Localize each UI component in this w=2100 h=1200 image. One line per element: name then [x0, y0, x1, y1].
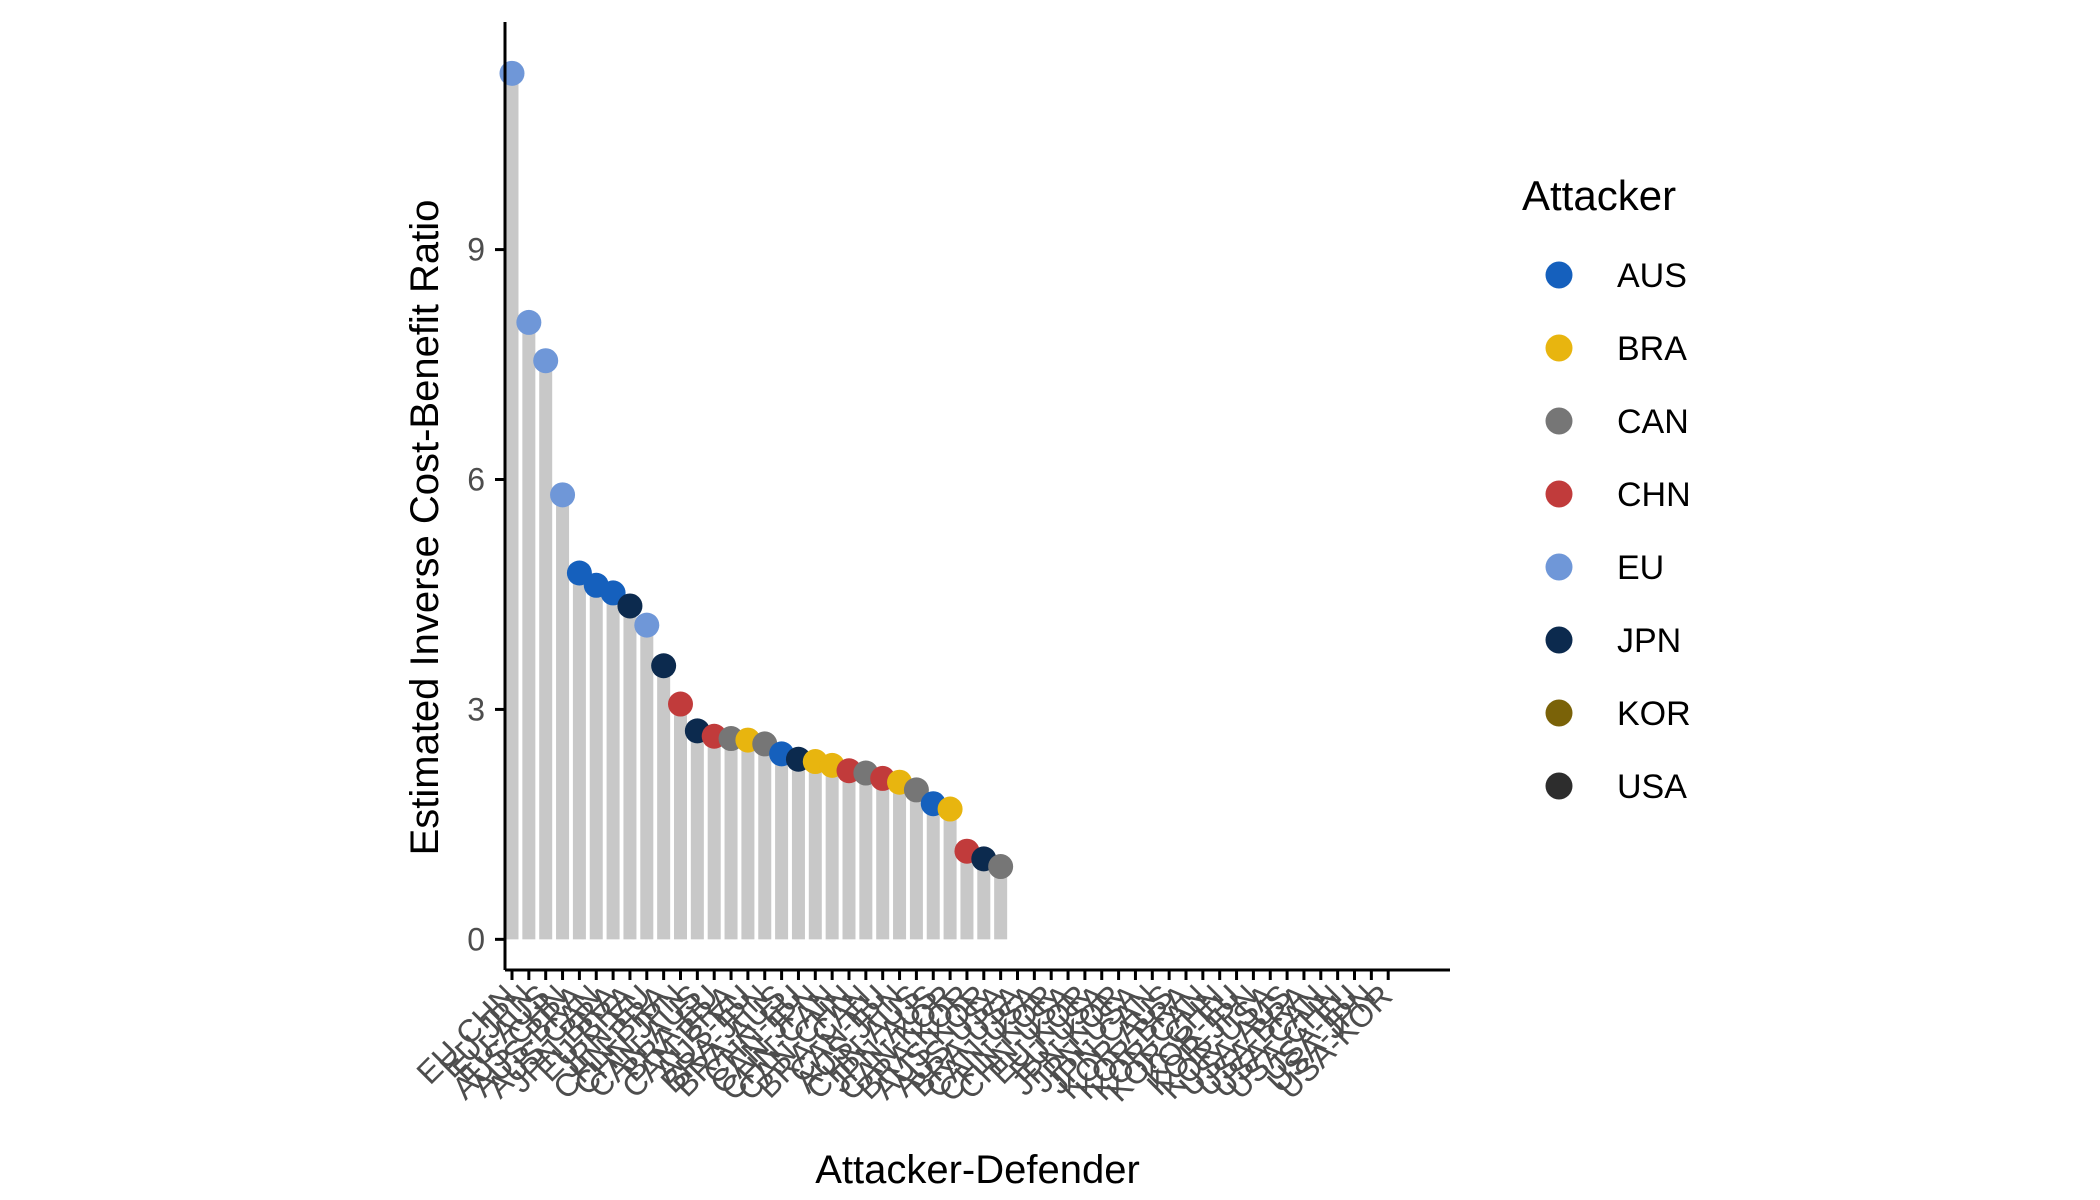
lollipop-stem: [724, 738, 738, 940]
lollipop-stem: [707, 736, 721, 940]
legend-key: [1545, 553, 1573, 581]
legend-label: CHN: [1617, 476, 1691, 514]
legend-title: Attacker: [1522, 172, 1676, 219]
lollipop-point: [651, 653, 677, 679]
y-tick-label: 6: [467, 462, 485, 498]
lollipop-stem: [977, 858, 991, 940]
lollipop-point: [617, 593, 643, 619]
legend-label: KOR: [1617, 695, 1691, 733]
lollipop-stem: [808, 761, 822, 940]
legend: Attacker AUS BRA CAN CHN EU JPN KOR USA: [1522, 172, 1691, 806]
lollipop-point: [600, 580, 626, 606]
lollipop-stem: [690, 730, 704, 940]
lollipop-stem: [505, 73, 519, 940]
lollipop-stem: [589, 585, 603, 940]
lollipop-stem: [539, 360, 553, 940]
legend-key: [1545, 626, 1573, 654]
lollipop-stems: [505, 73, 1008, 940]
legend-label: BRA: [1617, 330, 1687, 368]
lollipop-stem: [606, 592, 620, 940]
legend-key: [1545, 261, 1573, 289]
lollipop-stem: [775, 753, 789, 940]
lollipop-point: [988, 854, 1014, 880]
legend-key: [1545, 334, 1573, 362]
y-tick-label: 0: [467, 921, 485, 957]
lollipop-stem: [791, 759, 805, 940]
lollipop-stem: [741, 740, 755, 940]
lollipop-point: [499, 60, 525, 86]
legend-key: [1545, 772, 1573, 800]
lollipop-stem: [657, 665, 671, 940]
lollipop-stem: [909, 789, 923, 940]
lollipop-stem: [758, 743, 772, 940]
lollipop-stem: [556, 494, 570, 940]
y-tick-label: 3: [467, 691, 485, 727]
lollipop-point: [937, 796, 963, 822]
lollipop-stem: [893, 782, 907, 940]
legend-label: JPN: [1617, 622, 1681, 660]
legend-key: [1545, 407, 1573, 435]
lollipop-stem: [674, 704, 687, 940]
y-axis-ticks: 0 3 6 9: [467, 232, 505, 957]
lollipop-point: [903, 777, 929, 803]
lollipop-stem: [943, 809, 957, 940]
lollipop-point: [634, 612, 660, 638]
lollipop-stem: [825, 765, 839, 940]
lollipop-stem: [640, 625, 654, 940]
lollipop-stem: [960, 851, 974, 940]
legend-label: AUS: [1617, 257, 1687, 295]
lollipop-stem: [623, 605, 637, 940]
lollipop-stem: [522, 322, 536, 940]
lollipop-stem: [859, 773, 873, 940]
x-axis-ticks: EU-CHNEU-JPNEU-AUSAUS-CHNAUS-BRAAUS-CANJ…: [410, 970, 1399, 1109]
lollipop-stem: [994, 866, 1008, 940]
lollipop-stem: [876, 778, 890, 940]
legend-label: CAN: [1617, 403, 1689, 441]
x-axis-title: Attacker-Defender: [815, 1148, 1140, 1192]
y-axis-title: Estimated Inverse Cost-Benefit Ratio: [403, 200, 447, 856]
lollipop-point: [516, 309, 542, 335]
lollipop-point: [550, 482, 576, 508]
lollipop-point: [668, 691, 693, 717]
legend-key: [1545, 699, 1573, 727]
y-tick-label: 9: [467, 232, 485, 268]
lollipop-stem: [926, 803, 940, 940]
legend-label: EU: [1617, 549, 1664, 587]
legend-key: [1545, 480, 1573, 508]
lollipop-point: [533, 348, 559, 374]
legend-label: USA: [1617, 768, 1687, 806]
lollipop-stem: [842, 770, 856, 940]
lollipop-stem: [572, 573, 586, 940]
